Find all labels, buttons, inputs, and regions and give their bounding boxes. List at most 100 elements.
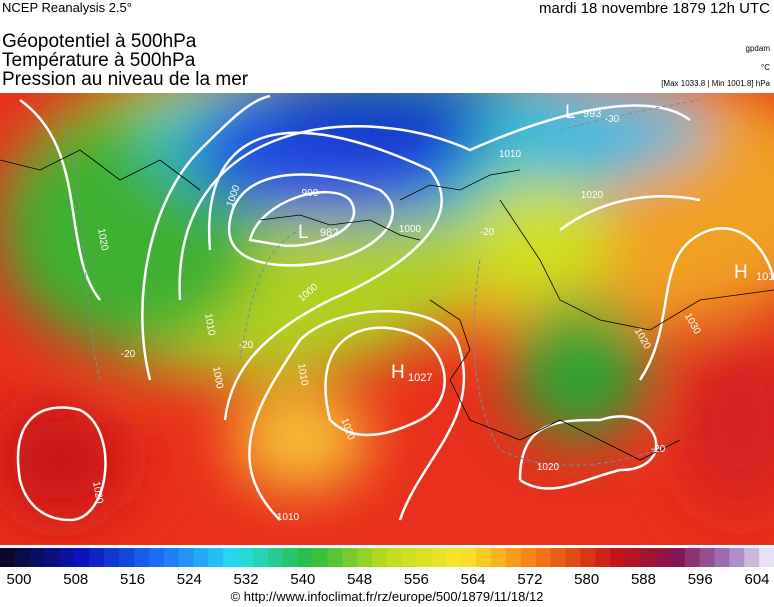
colorbar-swatch: [104, 548, 120, 567]
colorbar-swatch: [0, 548, 16, 567]
colorbar-tick-label: 516: [120, 571, 145, 588]
colorbar-tick-label: 580: [574, 571, 599, 588]
colorbar-tick-label: 500: [6, 571, 31, 588]
colorbar-tick-label: 596: [688, 571, 713, 588]
colorbar-swatch: [178, 548, 194, 567]
pressure-center: L: [565, 102, 576, 123]
colorbar-swatch: [714, 548, 730, 567]
colorbar-swatch: [387, 548, 403, 567]
contour-label: 982: [320, 227, 338, 239]
contour-label: 1020: [90, 481, 105, 505]
contour-label: -20: [239, 340, 254, 351]
colorbar-swatch: [506, 548, 522, 567]
colorbar-swatch: [327, 548, 343, 567]
contour-label: 1010: [756, 271, 774, 283]
colorbar-tick-label: 556: [404, 571, 429, 588]
colorbar-swatch: [74, 548, 90, 567]
colorbar-swatch: [223, 548, 239, 567]
contour-label: -20: [480, 227, 495, 238]
date: mardi 18 novembre 1879 12h UTC: [539, 0, 770, 17]
colorbar-swatch: [759, 548, 774, 567]
contour-label: -20: [651, 444, 666, 455]
colorbar-tick-label: 588: [631, 571, 656, 588]
colorbar-swatch: [119, 548, 135, 567]
title: Géopotentiel à 500hPa: [2, 31, 197, 52]
contour-label: 1010: [295, 363, 310, 387]
colorbar-swatch: [253, 548, 269, 567]
colorbar-swatch: [89, 548, 105, 567]
colorbar-swatch: [163, 548, 180, 567]
contour-label: 1010: [499, 149, 522, 160]
contour-label: 1027: [408, 372, 432, 384]
colorbar-swatch: [565, 548, 581, 567]
colorbar-tick-label: 604: [744, 571, 769, 588]
unit: [Max 1033.8 | Min 1001.8] hPa: [661, 79, 770, 88]
colorbar-swatch: [14, 548, 31, 567]
colorbar-tick-label: 548: [347, 571, 372, 588]
contour-label: 1020: [537, 462, 560, 473]
colorbar-swatch: [535, 548, 552, 567]
colorbar-swatch: [684, 548, 701, 567]
source: NCEP Reanalysis 2.5°: [2, 0, 132, 15]
colorbar-swatch: [416, 548, 433, 567]
contour-label: 1010: [277, 512, 300, 523]
colorbar-swatch: [282, 548, 299, 567]
colorbar-swatch: [44, 548, 61, 567]
contour-label: 1000: [399, 224, 422, 235]
colorbar-swatch: [238, 548, 254, 567]
colorbar-swatch: [654, 548, 671, 567]
colorbar-tick-label: 508: [63, 571, 88, 588]
colorbar-swatch: [580, 548, 596, 567]
colorbar-swatch: [461, 548, 477, 567]
colorbar-swatch: [610, 548, 626, 567]
contour-label: 990: [302, 188, 319, 199]
colorbar-swatch: [550, 548, 567, 567]
colorbar-swatch: [208, 548, 224, 567]
footer: © http://www.infoclimat.fr/rz/europe/500…: [230, 589, 544, 604]
colorbar-swatch: [29, 548, 46, 567]
contour-label: 1020: [95, 228, 110, 252]
pressure-center: H: [734, 262, 748, 283]
colorbar-swatch: [342, 548, 358, 567]
colorbar-swatch: [312, 548, 328, 567]
colorbar-swatch: [476, 548, 492, 567]
colorbar-swatch: [625, 548, 641, 567]
contour-label: 993: [583, 108, 601, 120]
colorbar-tick-label: 532: [234, 571, 259, 588]
colorbar-swatch: [431, 548, 448, 567]
colorbar-swatch: [491, 548, 507, 567]
colorbar-tick-label: 540: [290, 571, 315, 588]
colorbar-swatch: [297, 548, 314, 567]
colorbar-swatch: [729, 548, 745, 567]
colorbar-swatch: [446, 548, 462, 567]
colorbar-swatch: [148, 548, 165, 567]
colorbar-swatch: [357, 548, 373, 567]
pressure-center: L: [298, 222, 309, 243]
colorbar-swatch: [520, 548, 537, 567]
contour-label: 1020: [581, 190, 604, 201]
colorbar-tick-label: 572: [517, 571, 542, 588]
colorbar-swatch: [267, 548, 284, 567]
contour-label: -30: [605, 114, 620, 125]
contour-label: 1000: [210, 366, 225, 390]
colorbar-swatch: [640, 548, 656, 567]
title: Température à 500hPa: [2, 50, 196, 71]
contour-label: 1010: [202, 313, 217, 337]
colorbar-swatch: [193, 548, 209, 567]
title: Pression au niveau de la mer: [2, 69, 249, 90]
unit: gpdam: [745, 44, 770, 53]
colorbar-swatch: [669, 548, 686, 567]
colorbar-swatch: [699, 548, 715, 567]
colorbar-swatch: [133, 548, 150, 567]
pressure-center: H: [391, 362, 405, 383]
colorbar-swatch: [595, 548, 611, 567]
colorbar-swatch: [401, 548, 418, 567]
colorbar-tick-label: 524: [177, 571, 202, 588]
contour-label: -20: [121, 349, 136, 360]
colorbar-swatch: [372, 548, 388, 567]
colorbar-swatch: [59, 548, 75, 567]
unit: °C: [761, 63, 770, 72]
colorbar-tick-label: 564: [461, 571, 486, 588]
